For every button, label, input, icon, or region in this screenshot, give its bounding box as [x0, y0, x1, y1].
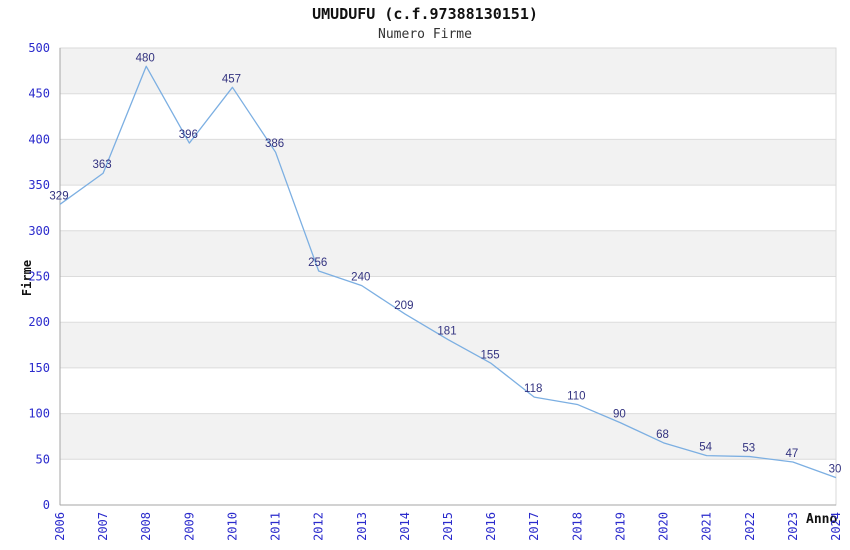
plot-band [60, 413, 836, 460]
data-label: 256 [308, 257, 327, 269]
x-tick-label: 2024 [829, 512, 843, 541]
data-label: 110 [567, 390, 585, 402]
x-tick-label: 2020 [657, 512, 671, 541]
data-label: 155 [481, 349, 500, 361]
y-tick-label: 50 [36, 452, 50, 466]
y-tick-label: 250 [28, 270, 50, 284]
data-label: 54 [699, 442, 712, 454]
data-label: 396 [179, 129, 198, 141]
x-tick-label: 2015 [441, 512, 455, 541]
y-tick-label: 450 [28, 87, 50, 101]
x-tick-label: 2008 [139, 512, 153, 541]
x-tick-label: 2007 [96, 512, 110, 541]
x-tick-label: 2010 [225, 512, 239, 541]
data-label: 47 [785, 448, 798, 460]
data-label: 363 [93, 159, 112, 171]
x-tick-label: 2021 [700, 512, 714, 541]
y-tick-label: 0 [43, 498, 50, 512]
data-label: 118 [524, 383, 542, 395]
chart-subtitle: Numero Firme [378, 27, 472, 42]
data-label: 181 [437, 326, 456, 338]
x-tick-label: 2023 [786, 512, 800, 541]
y-tick-label: 200 [28, 315, 50, 329]
chart-title: UMUDUFU (c.f.97388130151) [312, 5, 538, 23]
x-tick-label: 2019 [613, 512, 627, 541]
x-tick-label: 2006 [53, 512, 67, 541]
data-label: 480 [136, 52, 155, 64]
y-tick-label: 150 [28, 361, 50, 375]
data-label: 68 [656, 429, 669, 441]
data-label: 329 [49, 190, 68, 202]
y-tick-label: 100 [28, 407, 50, 421]
x-tick-label: 2012 [312, 512, 326, 541]
data-label: 209 [394, 300, 413, 312]
plot-band [60, 48, 836, 94]
x-tick-label: 2009 [182, 512, 196, 541]
data-label: 90 [613, 409, 626, 421]
data-label: 30 [829, 464, 842, 476]
y-tick-label: 400 [28, 132, 50, 146]
plot-band [60, 230, 836, 277]
x-tick-label: 2014 [398, 512, 412, 541]
x-tick-label: 2011 [269, 512, 283, 541]
data-label: 240 [351, 272, 370, 284]
y-tick-label: 500 [28, 41, 50, 55]
x-tick-label: 2017 [527, 512, 541, 541]
x-tick-label: 2016 [484, 512, 498, 541]
data-label: 53 [742, 443, 755, 455]
series-line [59, 65, 837, 479]
x-tick-label: 2013 [355, 512, 369, 541]
data-label: 386 [265, 138, 284, 150]
x-axis-title: Anno [806, 512, 838, 527]
x-tick-label: 2022 [743, 512, 757, 541]
y-tick-label: 350 [28, 178, 50, 192]
y-tick-label: 300 [28, 224, 50, 238]
data-label: 457 [222, 73, 241, 85]
plot-band [60, 322, 836, 368]
x-tick-label: 2018 [570, 512, 584, 541]
plot-band [60, 139, 836, 186]
